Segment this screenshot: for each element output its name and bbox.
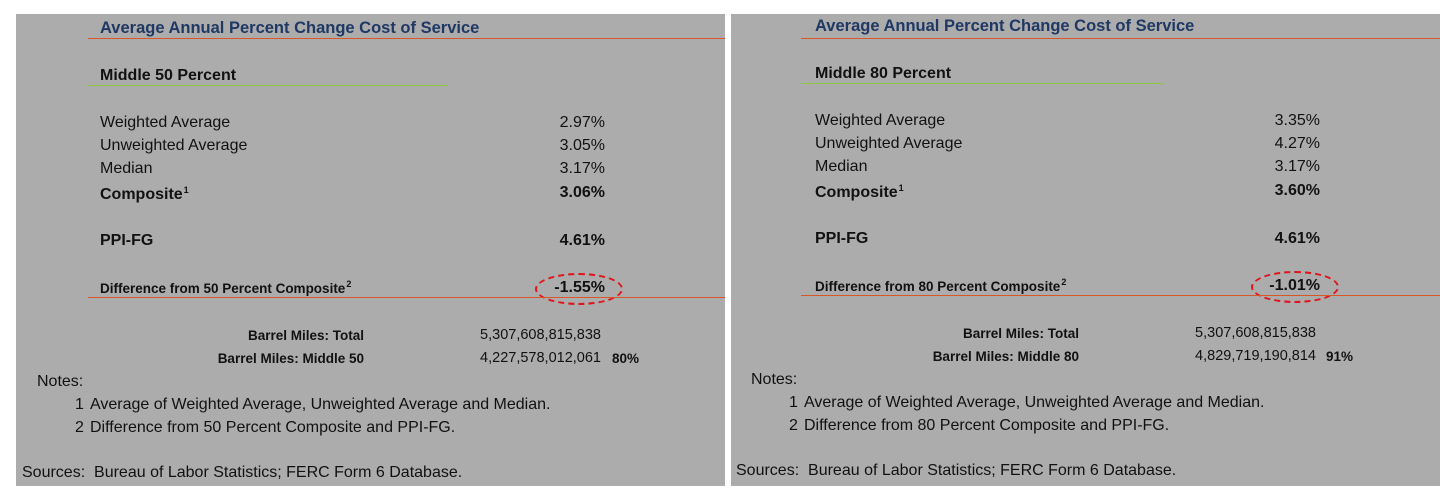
difference-rule <box>801 295 1440 296</box>
subtitle-rule <box>88 85 448 86</box>
note-text: Average of Weighted Average, Unweighted … <box>804 394 1265 411</box>
difference-label: Difference from 50 Percent Composite2 <box>100 280 351 298</box>
footnote-marker: 2 <box>1061 277 1067 287</box>
row-value-unweighted-average: 4.27% <box>1274 135 1320 152</box>
barrel-middle-pct: 80% <box>612 351 640 366</box>
barrel-middle-pct: 91% <box>1326 349 1354 364</box>
composite-value: 3.60% <box>1274 182 1320 199</box>
row-value-weighted-average: 2.97% <box>559 114 605 131</box>
panel-subtitle: Middle 80 Percent <box>815 65 952 82</box>
row-value-median: 3.17% <box>559 160 605 177</box>
subtitle-rule <box>801 83 1163 84</box>
notes-heading: Notes: <box>37 373 84 390</box>
footnote-marker: 1 <box>183 185 189 195</box>
note-number: 1 <box>75 396 84 413</box>
row-label-weighted-average: Weighted Average <box>815 112 946 129</box>
ppi-label: PPI-FG <box>815 230 869 247</box>
ppi-label: PPI-FG <box>100 232 154 249</box>
panel-subtitle: Middle 50 Percent <box>100 67 237 84</box>
highlight-circle <box>1251 271 1339 303</box>
footnote-marker: 2 <box>346 279 352 289</box>
barrel-total-value: 5,307,608,815,838 <box>1195 325 1316 341</box>
difference-label-text: Difference from 50 Percent Composite <box>100 281 346 296</box>
row-value-median: 3.17% <box>1274 158 1320 175</box>
note-text: Difference from 80 Percent Composite and… <box>804 417 1170 434</box>
row-label-weighted-average: Weighted Average <box>100 114 231 131</box>
notes-heading: Notes: <box>751 371 798 388</box>
title-rule <box>88 38 725 39</box>
highlight-circle <box>535 273 623 305</box>
row-label-unweighted-average: Unweighted Average <box>100 137 248 154</box>
difference-label-text: Difference from 80 Percent Composite <box>815 279 1061 294</box>
sources-line: Sources: Bureau of Labor Statistics; FER… <box>736 462 1177 479</box>
composite-label: Composite1 <box>100 186 189 204</box>
row-label-median: Median <box>100 160 153 177</box>
row-value-unweighted-average: 3.05% <box>559 137 605 154</box>
note-number: 2 <box>789 417 798 434</box>
barrel-middle-label: Barrel Miles: Middle 50 <box>217 351 364 366</box>
note-number: 1 <box>789 394 798 411</box>
composite-label: Composite1 <box>815 184 904 202</box>
composite-label-text: Composite <box>815 184 898 201</box>
ppi-value: 4.61% <box>1274 230 1320 247</box>
difference-label: Difference from 80 Percent Composite2 <box>815 278 1066 296</box>
barrel-total-label: Barrel Miles: Total <box>247 328 364 343</box>
note-number: 2 <box>75 419 84 436</box>
row-label-unweighted-average: Unweighted Average <box>815 135 963 152</box>
footnote-marker: 1 <box>898 183 904 193</box>
table-panel-middle-50: Average Annual Percent Change Cost of Se… <box>16 14 725 486</box>
barrel-middle-label: Barrel Miles: Middle 80 <box>932 349 1079 364</box>
panel-title: Average Annual Percent Change Cost of Se… <box>100 19 480 37</box>
composite-label-text: Composite <box>100 186 183 203</box>
panel-title: Average Annual Percent Change Cost of Se… <box>815 17 1195 35</box>
barrel-middle-value: 4,227,578,012,061 <box>480 350 601 366</box>
note-text: Difference from 50 Percent Composite and… <box>90 419 456 436</box>
composite-value: 3.06% <box>559 184 605 201</box>
title-rule <box>801 38 1440 39</box>
ppi-value: 4.61% <box>559 232 605 249</box>
barrel-total-label: Barrel Miles: Total <box>962 326 1079 341</box>
row-label-median: Median <box>815 158 868 175</box>
note-text: Average of Weighted Average, Unweighted … <box>90 396 551 413</box>
row-value-weighted-average: 3.35% <box>1274 112 1320 129</box>
sources-line: Sources: Bureau of Labor Statistics; FER… <box>22 464 463 481</box>
barrel-middle-value: 4,829,719,190,814 <box>1195 348 1316 364</box>
table-panel-middle-80: Average Annual Percent Change Cost of Se… <box>731 14 1440 486</box>
barrel-total-value: 5,307,608,815,838 <box>480 327 601 343</box>
difference-rule <box>88 297 725 298</box>
